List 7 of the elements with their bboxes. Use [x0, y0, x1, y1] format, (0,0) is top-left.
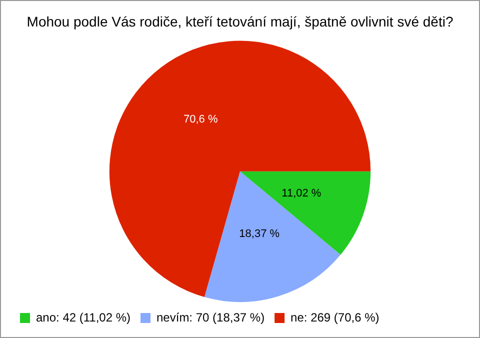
chart-title: Mohou podle Vás rodiče, kteří tetování mají, špatně ovlivnit své děti?: [26, 13, 454, 30]
data-label: 18,37 %: [239, 228, 280, 240]
legend-label: ne: 269 (70,6 %): [290, 310, 380, 324]
data-label: 11,02 %: [282, 188, 322, 200]
legend-label: ano: 42 (11,02 %): [36, 310, 131, 324]
data-label: 70,6 %: [183, 113, 218, 126]
legend-label: nevím: 70 (18,37 %): [156, 310, 265, 324]
